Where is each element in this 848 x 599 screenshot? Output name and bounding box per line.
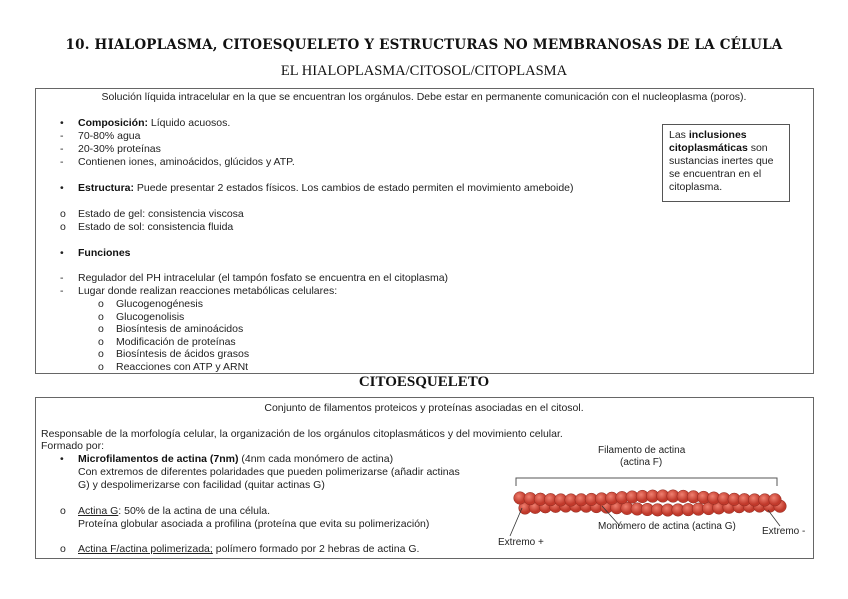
reaccion-item: Glucogenolisis <box>116 310 185 323</box>
figure-label-monomer: Monómero de actina (actina G) <box>598 521 736 532</box>
reaccion-item: Biosíntesis de aminoácidos <box>116 323 244 336</box>
document-title: 10. HIALOPLASMA, CITOESQUELETO Y ESTRUCT… <box>65 37 783 53</box>
filament-bracket <box>515 477 778 486</box>
pointer-monomer <box>601 505 621 527</box>
inclusiones-note-box: Las inclusiones citoplasmáticas son sust… <box>662 124 790 202</box>
funciones-heading: Funciones <box>78 247 131 259</box>
dash-bullet-icon: - <box>60 130 64 142</box>
estado-item: Estado de gel: consistencia viscosa <box>78 208 244 220</box>
actin-monomer <box>768 493 782 507</box>
bullet-icon: • <box>60 182 64 194</box>
microfilamentos-line: Microfilamentos de actina (7nm) (4nm cad… <box>78 453 394 465</box>
circle-bullet-icon: o <box>98 348 104 361</box>
reaccion-item: Reacciones con ATP y ARNt <box>116 361 249 373</box>
circle-bullet-icon: o <box>60 208 66 220</box>
funcion-item: Lugar donde realizan reacciones metabóli… <box>78 285 338 297</box>
hialoplasma-intro: Solución líquida intracelular en la que … <box>101 91 747 103</box>
composicion-item: Contienen iones, aminoácidos, glúcidos y… <box>78 156 295 168</box>
dash-bullet-icon: - <box>60 272 64 284</box>
bullet-icon: • <box>60 247 64 259</box>
estado-item: Estado de sol: consistencia fluida <box>78 221 234 233</box>
pointer-plus-end <box>509 507 523 537</box>
citoesqueleto-intro: Conjunto de filamentos proteicos y prote… <box>264 402 584 414</box>
circle-bullet-icon: o <box>60 505 66 517</box>
actina-g-line2: Proteína globular asociada a profilina (… <box>78 518 430 530</box>
actina-f-line: Actina F/actina polimerizada; polímero f… <box>78 543 420 555</box>
figure-label-actina-f: (actina F) <box>620 457 663 468</box>
microfilamentos-line2: Con extremos de diferentes polaridades q… <box>78 466 460 478</box>
citoesqueleto-box <box>35 397 814 559</box>
reaccion-item: Modificación de proteínas <box>116 335 236 348</box>
actin-filament-drawing <box>509 477 787 537</box>
circle-bullet-icon: o <box>98 361 104 373</box>
dash-bullet-icon: - <box>60 285 64 297</box>
circle-bullet-icon: o <box>98 323 104 336</box>
reaccion-item: Biosíntesis de ácidos grasos <box>116 348 250 361</box>
bullet-icon: • <box>60 117 64 129</box>
composicion-item: 20-30% proteínas <box>78 143 161 155</box>
pointer-minus-end <box>767 509 781 527</box>
figure-label-plus-end: Extremo + <box>498 537 544 548</box>
circle-bullet-icon: o <box>60 543 66 555</box>
circle-bullet-icon: o <box>98 298 104 310</box>
actina-g-line: Actina G: 50% de la actina de una célula… <box>78 505 271 517</box>
circle-bullet-icon: o <box>98 335 104 348</box>
citoesqueleto-line1: Responsable de la morfología celular, la… <box>41 428 563 440</box>
circle-bullet-icon: o <box>60 221 66 233</box>
citoesqueleto-line2: Formado por: <box>41 440 105 452</box>
figure-label-filament: Filamento de actina <box>598 445 686 456</box>
hialoplasma-box <box>35 88 814 374</box>
section-heading-citoesqueleto: CITOESQUELETO <box>358 374 490 390</box>
dash-bullet-icon: - <box>60 143 64 155</box>
composicion-line: Composición: Líquido acuosos. <box>78 117 231 129</box>
bullet-icon: • <box>60 453 64 465</box>
section-heading-hialoplasma: EL HIALOPLASMA/CITOSOL/CITOPLASMA <box>280 63 568 79</box>
dash-bullet-icon: - <box>60 156 64 168</box>
microfilamentos-line3: G) y despolimerizarse con facilidad (qui… <box>78 479 325 491</box>
funcion-item: Regulador del PH intracelular (el tampón… <box>78 272 449 284</box>
estructura-line: Estructura: Puede presentar 2 estados fí… <box>78 182 574 194</box>
figure-label-minus-end: Extremo - <box>762 526 806 537</box>
circle-bullet-icon: o <box>98 310 104 323</box>
composicion-item: 70-80% agua <box>78 130 141 142</box>
reaccion-item: Glucogenogénesis <box>116 298 203 310</box>
